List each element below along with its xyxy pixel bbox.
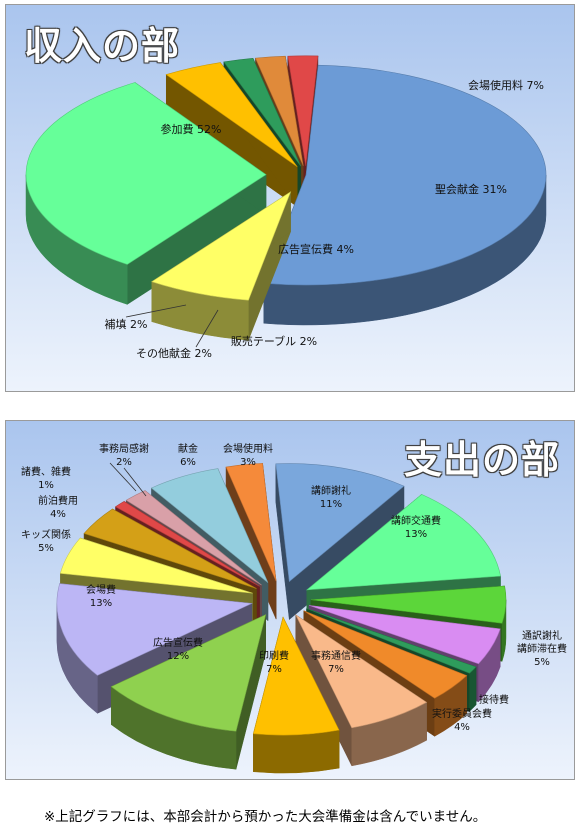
income-label-5: その他献金 2% [136,346,212,360]
income-label-4: 販売テーブル 2% [231,334,317,348]
income-label-0: 参加費 52% [161,122,222,136]
expense-chart-title: 支出の部 [404,438,561,482]
expense-label-4: 接待費 [479,693,509,706]
expense-label-14: 献金 6% [178,442,198,468]
income-label-3: 広告宣伝費 4% [278,242,354,256]
income-slice-2 [25,82,267,305]
expense-chart-panel: 講師謝礼 11% 講師交通費 13% 通訳謝礼講師滞在費 5% 接待費 実行委員会費 4% 事務通… [5,420,575,780]
expense-label-7: 印刷費 7% [259,649,289,675]
expense-slice-8 [110,614,267,770]
income-pie-chart: 参加費 52% 会場使用料 7% 聖会献金 31% 広告宣伝費 4% 販売テーブル 2%… [6,5,574,391]
expense-leader-line [109,462,137,492]
income-leader-line [125,304,187,318]
income-leader-line [195,309,219,348]
expense-label-9: 会場費 13% [86,583,116,609]
income-chart-panel: 参加費 52% 会場使用料 7% 聖会献金 31% 広告宣伝費 4% 販売テーブル 2%… [5,4,575,392]
expense-leader-line [123,467,147,497]
expense-label-10: キッズ関係 5% [21,528,71,554]
expense-label-11: 前泊費用 4% [38,494,78,520]
footnote: ※上記グラフには、本部会計から預かった大会準備金は含んでいません。 [44,809,487,825]
income-slice-1 [151,191,292,341]
income-slice-0 [263,64,547,326]
expense-label-6: 事務通信費 7% [311,649,361,675]
expense-label-13: 事務局感謝 2% [99,442,149,468]
expense-label-1: 講師交通費 13% [391,514,441,540]
expense-slice-7 [252,616,340,774]
income-label-1: 会場使用料 7% [468,78,544,92]
income-chart-title: 収入の部 [24,24,181,68]
expense-label-3: 通訳謝礼講師滞在費 5% [517,629,567,668]
income-label-2: 聖会献金 31% [435,182,507,196]
expense-label-12: 諸費、雑費 1% [21,465,71,491]
expense-label-8: 広告宣伝費 12% [153,636,203,662]
expense-label-0: 講師謝礼 11% [311,484,351,510]
expense-label-15: 会場使用料 3% [223,442,273,468]
expense-label-5: 実行委員会費 4% [432,707,492,733]
income-label-6: 補填 2% [105,317,148,331]
